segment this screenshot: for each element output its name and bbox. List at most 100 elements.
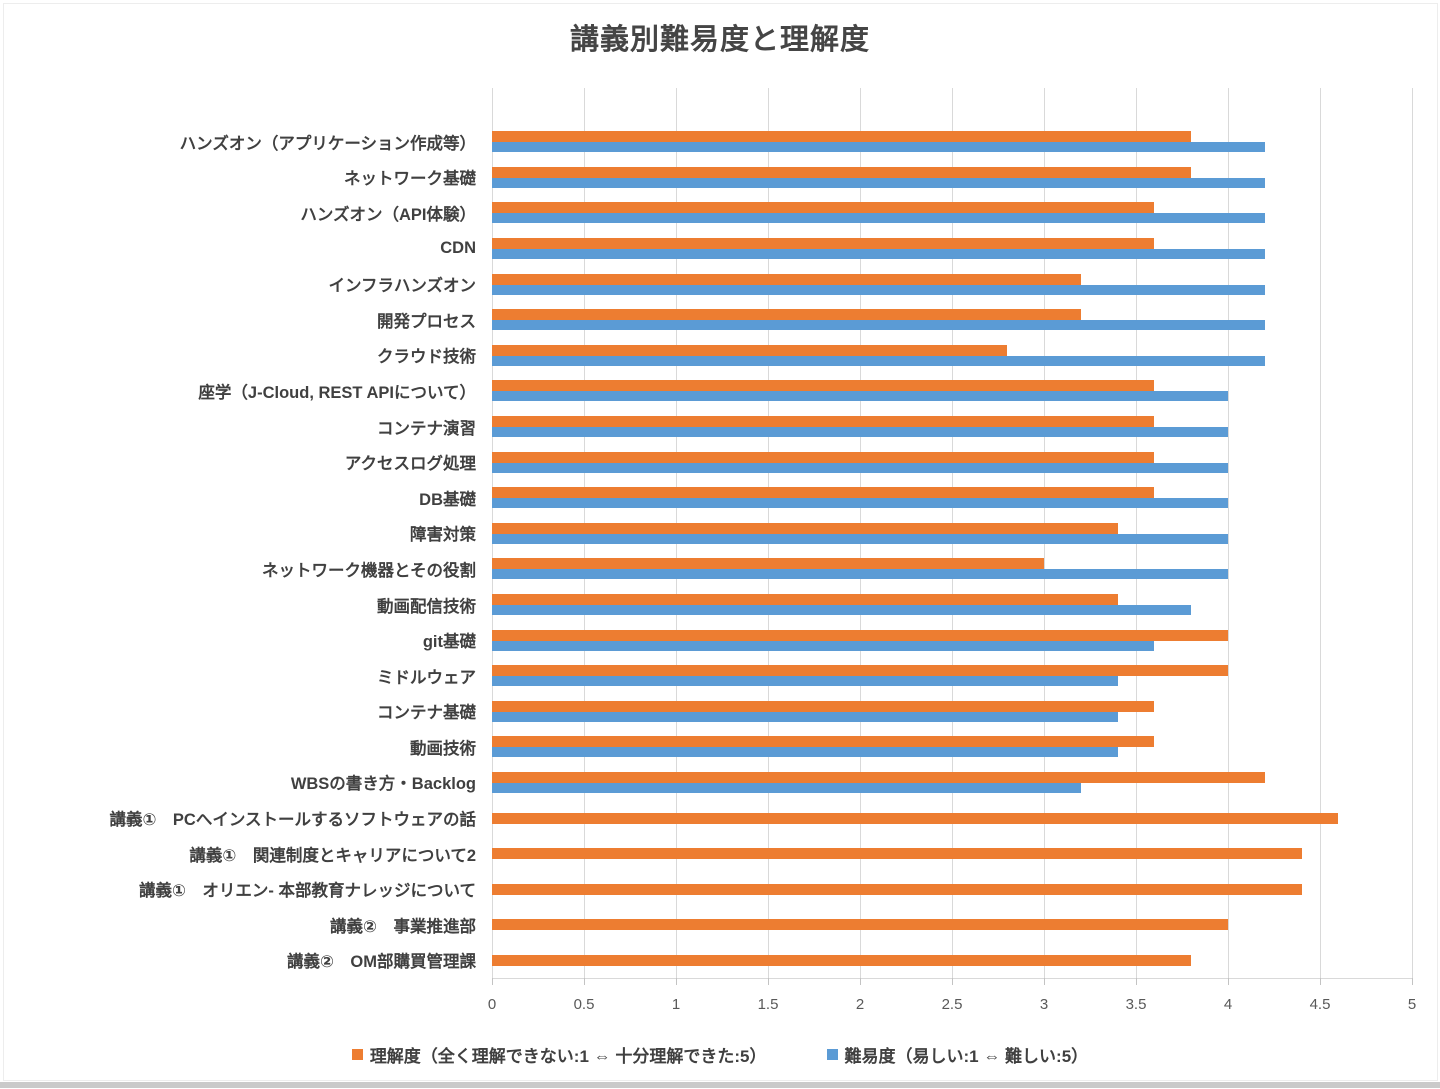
- bar-row: [492, 444, 1412, 480]
- comprehension-bar: [492, 166, 1192, 178]
- category-label: ハンズオン（アプリケーション作成等）: [179, 134, 476, 153]
- bar-row: [492, 907, 1412, 943]
- x-axis-tick-label: 0.5: [573, 996, 595, 1013]
- bar-row: [492, 124, 1412, 160]
- bar-row: [492, 409, 1412, 445]
- bar-row: [492, 195, 1412, 231]
- category-axis: ハンズオン（アプリケーション作成等） ネットワーク基礎ハンズオン（API体験） CD…: [0, 124, 484, 978]
- axis-tick: [1412, 978, 1413, 985]
- axis-tick: [584, 978, 585, 985]
- category-label: インフラハンズオン: [328, 277, 476, 296]
- axis-tick: [676, 978, 677, 985]
- axis-tick: [492, 978, 493, 985]
- comprehension-bar: [492, 487, 1155, 499]
- difficulty-bar: [492, 711, 1118, 722]
- bar-row: [492, 694, 1412, 730]
- bar-row: [492, 338, 1412, 374]
- comprehension-bar: [492, 344, 1008, 356]
- comprehension-bar: [492, 522, 1118, 534]
- axis-tick: [1228, 978, 1229, 985]
- comprehension-bar: [492, 273, 1081, 285]
- difficulty-bar: [492, 533, 1228, 544]
- category-label: 講義① PCへインストールするソフトウェアの話: [109, 811, 476, 830]
- difficulty-bar: [492, 569, 1228, 580]
- comprehension-bar: [492, 629, 1228, 641]
- bar-row: [492, 765, 1412, 801]
- category-label: 講義② OM部購買管理課: [286, 953, 476, 972]
- bar-row: [492, 266, 1412, 302]
- bar-row: [492, 943, 1412, 979]
- chart-title: 講義別難易度と理解度: [569, 24, 870, 56]
- bar-row: [492, 373, 1412, 409]
- category-label: 講義① 関連制度とキャリアについて2: [189, 846, 476, 865]
- bar-row: [492, 871, 1412, 907]
- comprehension-bar: [492, 700, 1155, 712]
- difficulty-bar: [492, 355, 1265, 366]
- category-label: 開発プロセス: [377, 312, 476, 331]
- bar-row: [492, 658, 1412, 694]
- difficulty-bar: [492, 177, 1265, 188]
- x-axis-tick-label: 2: [855, 996, 865, 1013]
- comprehension-bar: [492, 954, 1192, 966]
- bar-row: [492, 302, 1412, 338]
- bar-row: [492, 480, 1412, 516]
- axis-tick: [860, 978, 861, 985]
- x-axis-tick-label: 2.5: [941, 996, 963, 1013]
- category-label: ミドルウェア: [377, 668, 476, 687]
- difficulty-bar: [492, 747, 1118, 758]
- comprehension-bar: [492, 919, 1228, 931]
- legend: 理解度（全く理解できない:1 ⇔ 十分理解できた:5） 難易度（易しい:1 ⇔ …: [0, 1042, 1440, 1067]
- bar-row: [492, 836, 1412, 872]
- category-label: CDN: [440, 239, 476, 258]
- difficulty-bar: [492, 782, 1081, 793]
- difficulty-bar: [492, 320, 1265, 331]
- bar-row: [492, 800, 1412, 836]
- comprehension-bar: [492, 736, 1155, 748]
- difficulty-bar: [492, 676, 1118, 687]
- bar-row: [492, 551, 1412, 587]
- legend-label-comprehension: 理解度（全く理解できない:1 ⇔ 十分理解できた:5）: [369, 1047, 767, 1066]
- comprehension-bar: [492, 771, 1265, 783]
- x-axis-tick-label: 0: [487, 996, 497, 1013]
- comprehension-bar: [492, 665, 1228, 677]
- category-label: 座学（J-Cloud, REST APIについて）: [198, 383, 476, 402]
- axis-tick: [1044, 978, 1045, 985]
- comprehension-bar: [492, 848, 1302, 860]
- category-label: ネットワーク機器とその役割: [261, 561, 476, 580]
- category-label: クラウド技術: [377, 348, 476, 367]
- gridline: [1228, 88, 1229, 978]
- bar-row: [492, 587, 1412, 623]
- difficulty-bar: [492, 249, 1265, 260]
- comprehension-bar: [492, 416, 1155, 428]
- difficulty-bar: [492, 391, 1228, 402]
- difficulty-bar: [492, 605, 1192, 616]
- category-label: 障害対策: [410, 526, 476, 545]
- comprehension-bar: [492, 202, 1155, 214]
- comprehension-bar: [492, 812, 1339, 824]
- comprehension-bar: [492, 309, 1081, 321]
- x-axis-tick-label: 4.5: [1309, 996, 1331, 1013]
- category-label: コンテナ演習: [377, 419, 476, 438]
- category-label: アクセスログ処理: [344, 455, 476, 474]
- difficulty-swatch-icon: [826, 1049, 838, 1060]
- bar-row: [492, 160, 1412, 196]
- bars-container: [492, 124, 1412, 978]
- category-label: ハンズオン（API体験）: [300, 205, 476, 224]
- gridline: [1136, 88, 1137, 978]
- category-label: 動画配信技術: [377, 597, 476, 616]
- bar-row: [492, 622, 1412, 658]
- difficulty-bar: [492, 498, 1228, 509]
- category-label: 動画技術: [410, 739, 476, 758]
- bar-row: [492, 729, 1412, 765]
- axis-tick: [952, 978, 953, 985]
- comprehension-bar: [492, 558, 1044, 570]
- window-edge: [0, 1082, 1440, 1088]
- category-label: 講義① オリエン- 本部教育ナレッジについて: [138, 882, 476, 901]
- comprehension-bar: [492, 131, 1192, 143]
- category-label: ネットワーク基礎: [344, 170, 476, 189]
- comprehension-bar: [492, 451, 1155, 463]
- legend-item-comprehension: 理解度（全く理解できない:1 ⇔ 十分理解できた:5）: [351, 1042, 767, 1067]
- category-label: WBSの書き方・Backlog: [290, 775, 476, 794]
- difficulty-bar: [492, 284, 1265, 295]
- bar-row: [492, 231, 1412, 267]
